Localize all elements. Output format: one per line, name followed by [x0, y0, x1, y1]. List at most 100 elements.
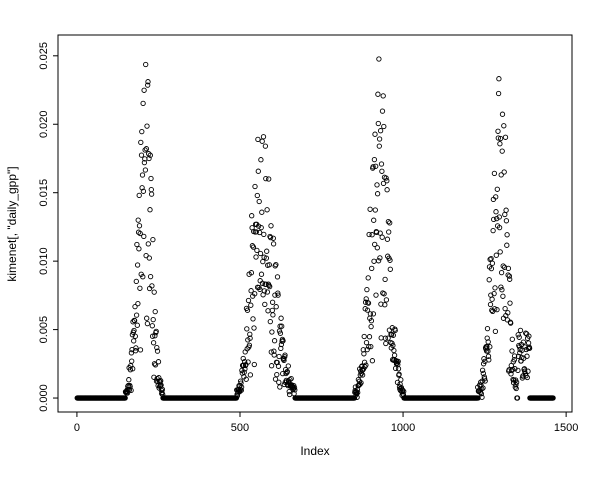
y-tick-label: 0.010: [38, 247, 50, 275]
y-tick-label: 0.000: [38, 384, 50, 412]
data-point: [246, 342, 253, 348]
data-point: [256, 198, 262, 205]
data-point: [376, 143, 382, 149]
data-point: [379, 234, 385, 240]
data-point: [503, 207, 509, 213]
data-point: [259, 138, 265, 144]
data-point: [487, 344, 493, 350]
data-point: [490, 227, 496, 234]
data-point: [137, 285, 143, 291]
data-point: [489, 260, 496, 266]
data-point: [275, 292, 281, 298]
plot-area: 0 500 1000 1500 0.000 0.005 0.010 0.015 0.020 0.0…: [38, 34, 578, 434]
data-point: [382, 335, 389, 341]
y-tick-label: 0.020: [38, 110, 50, 138]
data-point: [375, 258, 382, 264]
data-point: [370, 164, 376, 170]
data-point: [252, 291, 258, 297]
data-point: [286, 388, 292, 395]
data-point: [290, 385, 297, 392]
data-point: [380, 180, 387, 187]
data-point: [363, 339, 370, 346]
data-point: [132, 348, 139, 354]
data-point: [249, 243, 256, 249]
data-point: [148, 186, 154, 193]
data-point: [506, 367, 512, 373]
data-point: [361, 333, 367, 340]
data-point: [497, 135, 504, 142]
data-point: [245, 359, 251, 365]
data-point: [138, 152, 145, 158]
data-point: [479, 386, 485, 392]
data-point: [368, 323, 374, 330]
data-point: [500, 293, 506, 299]
data-point: [291, 384, 298, 391]
data-point: [356, 378, 363, 384]
data-point: [373, 229, 380, 236]
data-point: [259, 280, 266, 286]
data-point: [372, 207, 378, 213]
data-point: [505, 310, 511, 316]
data-point: [524, 353, 530, 359]
data-point: [131, 338, 137, 344]
data-point: [159, 386, 166, 393]
data-point: [145, 82, 151, 88]
data-point: [139, 128, 145, 135]
data-point: [269, 329, 275, 335]
data-point: [368, 318, 375, 324]
data-point: [132, 333, 138, 339]
data-point: [496, 224, 503, 231]
data-point: [488, 255, 494, 262]
x-tick-label: 1500: [554, 422, 578, 434]
data-point: [253, 254, 259, 260]
data-point: [513, 385, 519, 392]
data-point: [245, 297, 252, 304]
data-point: [371, 258, 377, 264]
data-point: [268, 223, 274, 229]
data-point: [151, 374, 157, 380]
data-point: [504, 242, 510, 248]
data-point: [128, 350, 135, 356]
data-point: [526, 333, 532, 339]
data-point: [369, 232, 375, 238]
data-point: [249, 213, 255, 219]
data-point: [487, 256, 493, 263]
data-point: [394, 379, 401, 386]
data-point: [391, 352, 398, 358]
data-point: [509, 336, 515, 342]
data-point: [234, 393, 241, 399]
data-point: [389, 325, 395, 331]
data-point: [505, 265, 512, 272]
data-point: [128, 387, 134, 394]
data-point: [486, 277, 492, 283]
data-point: [550, 395, 556, 401]
data-point: [523, 330, 529, 336]
data-point: [147, 152, 153, 158]
data-point: [148, 191, 155, 197]
data-point: [385, 335, 391, 341]
data-point: [130, 366, 136, 372]
data-point: [258, 224, 264, 231]
data-point: [379, 168, 385, 174]
data-point: [501, 169, 507, 175]
data-point: [269, 299, 276, 305]
data-point: [520, 339, 527, 345]
data-point: [149, 283, 155, 289]
data-point: [148, 175, 154, 182]
data-point: [518, 358, 524, 364]
data-point: [238, 384, 245, 390]
data-point: [507, 276, 513, 282]
data-point: [375, 120, 381, 127]
data-point: [386, 229, 392, 235]
data-point: [263, 281, 269, 287]
data-point: [496, 76, 502, 82]
data-point: [144, 320, 151, 327]
data-point: [375, 91, 381, 97]
data-point: [480, 370, 486, 377]
data-point: [135, 217, 141, 223]
data-point: [140, 274, 146, 280]
data-point: [248, 288, 254, 294]
data-point: [134, 262, 141, 268]
data-point: [276, 379, 282, 385]
